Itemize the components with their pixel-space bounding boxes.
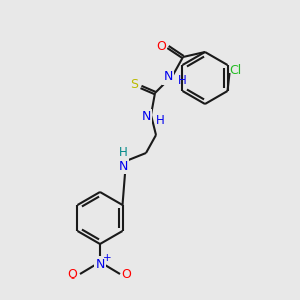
Text: O: O: [67, 268, 77, 281]
Text: H: H: [118, 146, 127, 160]
Text: N: N: [141, 110, 151, 124]
Text: Cl: Cl: [230, 64, 242, 77]
Text: N: N: [95, 257, 105, 271]
Text: +: +: [103, 253, 111, 263]
Text: O: O: [156, 40, 166, 52]
Text: N: N: [163, 70, 173, 83]
Text: O: O: [121, 268, 131, 281]
Text: -: -: [70, 273, 74, 283]
Text: S: S: [130, 79, 138, 92]
Text: H: H: [156, 115, 164, 128]
Text: H: H: [178, 74, 186, 88]
Text: N: N: [118, 160, 128, 172]
